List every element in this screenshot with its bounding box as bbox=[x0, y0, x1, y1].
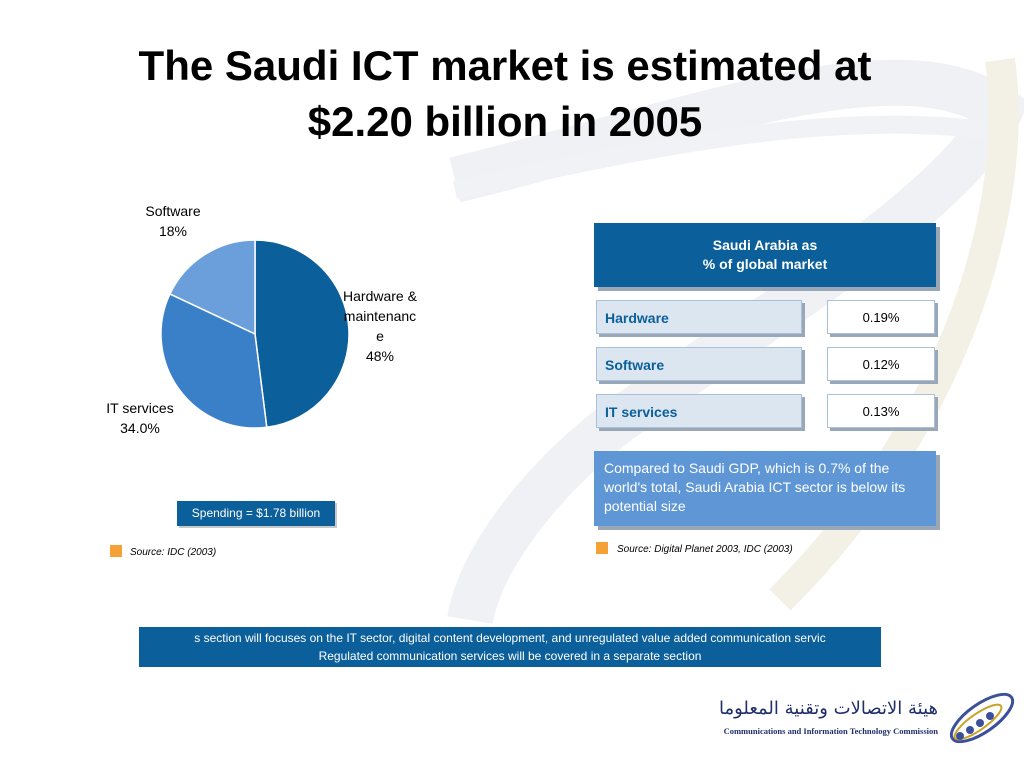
source-left: Source: IDC (2003) bbox=[130, 547, 217, 558]
table-header-line-1: Saudi Arabia as bbox=[712, 237, 818, 253]
slice-name-line: maintenanc bbox=[343, 308, 417, 324]
slice-label-it-services: IT services 34.0% bbox=[94, 398, 186, 438]
citc-logo: هيئة الاتصالات وتقنية المعلومات Communic… bbox=[702, 690, 1020, 750]
row-label-software: Software bbox=[596, 347, 802, 381]
footer-line-1: s section will focuses on the IT sector,… bbox=[194, 631, 826, 645]
row-value-software: 0.12% bbox=[827, 347, 935, 381]
row-label-it-services: IT services bbox=[596, 394, 802, 428]
logo-english-text: Communications and Information Technolog… bbox=[724, 726, 939, 736]
pie-slice-0 bbox=[254, 239, 350, 429]
title-line-1: The Saudi ICT market is estimated at bbox=[138, 42, 872, 89]
table-header-line-2: % of global market bbox=[702, 256, 828, 272]
title-line-2: $2.20 billion in 2005 bbox=[307, 98, 703, 145]
pie-chart-svg bbox=[160, 239, 350, 429]
citc-logo-art: هيئة الاتصالات وتقنية المعلومات Communic… bbox=[702, 692, 1015, 744]
row-value-hardware: 0.19% bbox=[827, 300, 935, 334]
pie-slice-2 bbox=[168, 239, 256, 336]
pie-chart: Hardware & maintenanc e 48% IT services … bbox=[90, 180, 470, 500]
slice-value: 18% bbox=[158, 223, 188, 239]
logo-emblem-icon bbox=[949, 692, 1015, 744]
page-title: The Saudi ICT market is estimated at $2.… bbox=[0, 38, 1010, 150]
slice-name-line: Software bbox=[145, 203, 201, 219]
footer-banner: s section will focuses on the IT sector,… bbox=[139, 627, 881, 667]
note-box: Compared to Saudi GDP, which is 0.7% of … bbox=[594, 451, 936, 526]
slice-name-line: Hardware & bbox=[343, 288, 417, 304]
source-marker-icon bbox=[110, 545, 122, 557]
slice-label-software: Software 18% bbox=[134, 201, 212, 241]
source-marker-icon bbox=[596, 542, 608, 554]
row-value-it-services: 0.13% bbox=[827, 394, 935, 428]
logo-arabic-text: هيئة الاتصالات وتقنية المعلومات bbox=[720, 698, 938, 719]
footer-line-2: Regulated communication services will be… bbox=[318, 649, 702, 663]
slice-value: 34.0% bbox=[120, 420, 160, 436]
slice-name-line: IT services bbox=[106, 400, 174, 416]
row-label-hardware: Hardware bbox=[596, 300, 802, 334]
slice-label-hardware: Hardware & maintenanc e 48% bbox=[338, 286, 422, 366]
slice-value: 48% bbox=[365, 348, 395, 364]
slice-name-line: e bbox=[376, 328, 384, 344]
source-right: Source: Digital Planet 2003, IDC (2003) bbox=[617, 544, 793, 555]
spending-badge: Spending = $1.78 billion bbox=[177, 501, 335, 526]
table-header: Saudi Arabia as % of global market bbox=[594, 223, 936, 287]
